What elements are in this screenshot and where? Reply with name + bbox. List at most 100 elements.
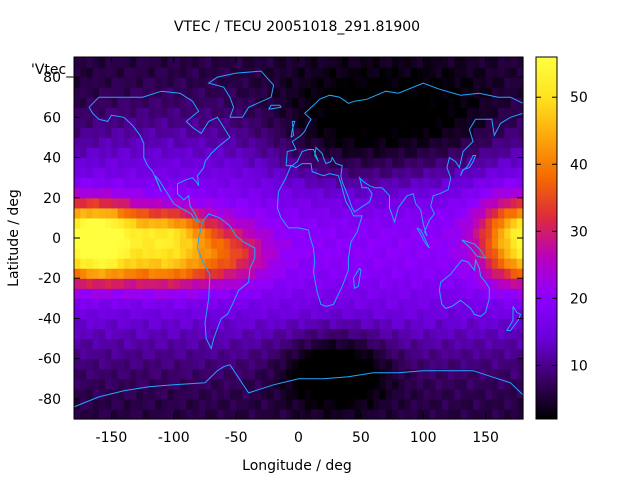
heatmap-cell bbox=[80, 308, 88, 320]
heatmap-cell bbox=[373, 318, 381, 330]
heatmap-cell bbox=[348, 177, 356, 189]
heatmap-cell bbox=[155, 167, 162, 179]
heatmap-cell bbox=[485, 67, 493, 78]
y-tick-label: 40 bbox=[43, 151, 61, 167]
heatmap-cell bbox=[86, 398, 94, 410]
heatmap-cell bbox=[317, 67, 325, 78]
heatmap-cell bbox=[105, 368, 113, 380]
heatmap-cell bbox=[229, 157, 237, 169]
heatmap-cell bbox=[279, 207, 287, 219]
heatmap-cell bbox=[248, 207, 256, 219]
heatmap-cell bbox=[304, 87, 312, 98]
heatmap-cell bbox=[429, 187, 437, 199]
heatmap-cell bbox=[161, 248, 169, 259]
heatmap-cell bbox=[335, 187, 343, 199]
heatmap-cell bbox=[454, 157, 462, 169]
heatmap-cell bbox=[385, 308, 393, 320]
heatmap-cell bbox=[354, 408, 362, 420]
heatmap-cell bbox=[142, 408, 150, 420]
heatmap-cell bbox=[354, 157, 362, 169]
heatmap-cell bbox=[479, 57, 487, 68]
heatmap-cell bbox=[80, 97, 88, 108]
heatmap-cell bbox=[392, 238, 399, 249]
heatmap-cell bbox=[180, 408, 187, 420]
heatmap-cell bbox=[329, 378, 337, 390]
heatmap-cell bbox=[498, 268, 505, 279]
heatmap-cell bbox=[261, 318, 268, 330]
heatmap-cell bbox=[410, 177, 418, 189]
heatmap-cell bbox=[229, 87, 237, 98]
heatmap-cell bbox=[242, 207, 250, 219]
heatmap-cell bbox=[111, 77, 119, 88]
heatmap-cell bbox=[448, 57, 456, 68]
heatmap-cell bbox=[142, 268, 150, 279]
heatmap-cell bbox=[448, 338, 456, 350]
heatmap-cell bbox=[261, 77, 268, 88]
heatmap-cell bbox=[192, 268, 200, 279]
heatmap-cell bbox=[516, 328, 524, 340]
heatmap-cell bbox=[292, 408, 300, 420]
heatmap-cell bbox=[298, 227, 306, 239]
heatmap-cell bbox=[373, 348, 381, 360]
heatmap-cell bbox=[204, 207, 212, 219]
heatmap-cell bbox=[130, 278, 137, 289]
heatmap-cell bbox=[248, 308, 256, 320]
heatmap-cell bbox=[373, 388, 381, 400]
heatmap-cell bbox=[373, 328, 381, 340]
heatmap-cell bbox=[367, 187, 374, 199]
heatmap-cell bbox=[279, 187, 287, 199]
heatmap-cell bbox=[161, 217, 169, 229]
heatmap-cell bbox=[180, 268, 187, 279]
heatmap-cell bbox=[167, 77, 175, 88]
heatmap-cell bbox=[317, 408, 325, 420]
heatmap-cell bbox=[398, 278, 406, 289]
heatmap-cell bbox=[98, 318, 106, 330]
heatmap-cell bbox=[367, 77, 374, 88]
heatmap-cell bbox=[142, 187, 150, 199]
colorbar-tick-label: 50 bbox=[570, 90, 588, 106]
heatmap-cell bbox=[367, 137, 374, 149]
heatmap-cell bbox=[498, 278, 505, 289]
heatmap-cell bbox=[435, 398, 443, 410]
heatmap-cell bbox=[460, 117, 468, 128]
heatmap-cell bbox=[504, 328, 512, 340]
heatmap-cell bbox=[279, 227, 287, 239]
heatmap-cell bbox=[473, 398, 480, 410]
heatmap-cell bbox=[498, 368, 505, 380]
heatmap-cell bbox=[267, 408, 275, 420]
heatmap-cell bbox=[198, 248, 206, 259]
heatmap-cell bbox=[398, 147, 406, 159]
heatmap-cell bbox=[435, 288, 443, 299]
heatmap-cell bbox=[161, 157, 169, 169]
heatmap-cell bbox=[242, 278, 250, 289]
heatmap-cell bbox=[491, 398, 499, 410]
heatmap-cell bbox=[485, 137, 493, 149]
heatmap-cell bbox=[173, 207, 181, 219]
heatmap-cell bbox=[223, 77, 231, 88]
heatmap-cell bbox=[491, 227, 499, 239]
heatmap-cell bbox=[74, 57, 81, 68]
heatmap-cell bbox=[498, 107, 505, 118]
heatmap-cell bbox=[416, 368, 424, 380]
heatmap-cell bbox=[385, 298, 393, 309]
heatmap-cell bbox=[335, 127, 343, 139]
heatmap-cell bbox=[204, 107, 212, 118]
heatmap-cell bbox=[254, 207, 262, 219]
heatmap-cell bbox=[286, 97, 293, 108]
heatmap-cell bbox=[448, 378, 456, 390]
heatmap-cell bbox=[198, 318, 206, 330]
heatmap-cell bbox=[441, 378, 449, 390]
heatmap-cell bbox=[223, 338, 231, 350]
heatmap-cell bbox=[317, 398, 325, 410]
heatmap-cell bbox=[130, 288, 137, 299]
heatmap-cell bbox=[80, 147, 88, 159]
heatmap-cell bbox=[466, 238, 474, 249]
heatmap-cell bbox=[392, 107, 399, 118]
heatmap-cell bbox=[123, 217, 131, 229]
heatmap-cell bbox=[211, 177, 219, 189]
heatmap-cell bbox=[254, 288, 262, 299]
heatmap-cell bbox=[360, 167, 368, 179]
heatmap-cell bbox=[223, 298, 231, 309]
heatmap-cell bbox=[186, 117, 194, 128]
heatmap-cell bbox=[198, 268, 206, 279]
